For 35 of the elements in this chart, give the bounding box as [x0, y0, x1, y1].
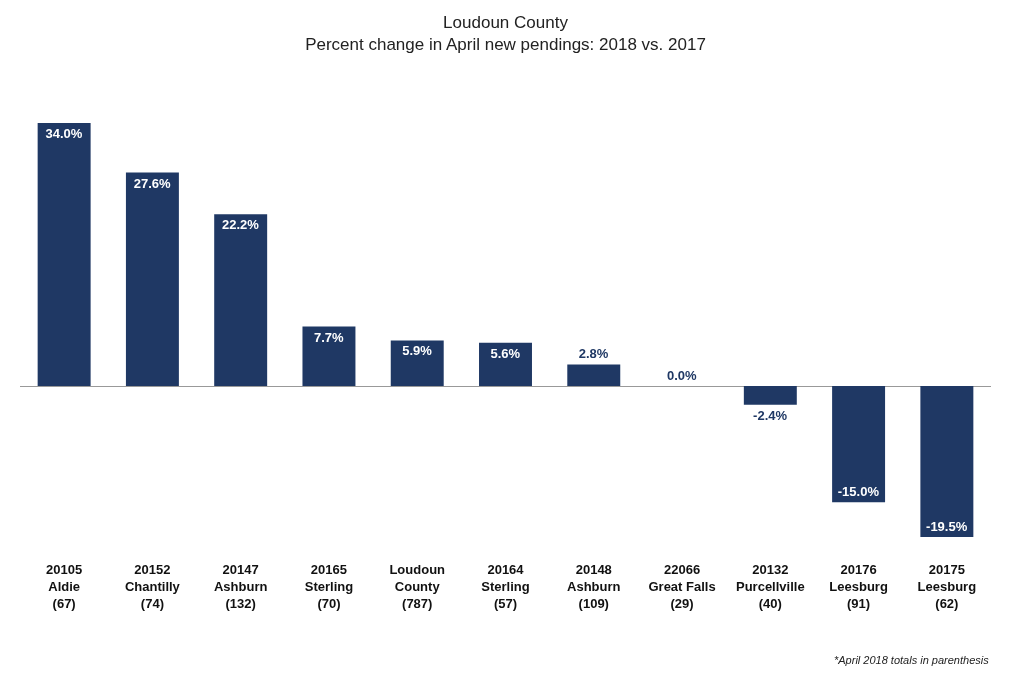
data-label: 7.7% [313, 329, 344, 345]
x-tick-label: 20152 Chantilly (74) [124, 562, 181, 611]
x-tick-label: 22066 Great Falls (29) [648, 562, 716, 611]
data-label: 2.8% [578, 346, 609, 362]
x-tick-label: 20132 Purcellville (40) [735, 562, 805, 611]
bar [479, 342, 532, 387]
x-tick-label: 20176 Leesburg (91) [829, 562, 888, 611]
bar [214, 214, 268, 387]
x-tick-label: 20165 Sterling (70) [304, 562, 354, 611]
x-tick-label: 20147 Ashburn (132) [213, 562, 268, 611]
text: *April 2018 totals in parenthesis [834, 654, 990, 666]
data-label: 5.6% [490, 345, 521, 361]
bar [125, 172, 179, 387]
data-label: -2.4% [753, 407, 788, 423]
x-tick-label: 20105 Aldie (67) [46, 562, 83, 611]
data-label: 34.0% [45, 126, 83, 141]
bar [832, 386, 886, 503]
bar [920, 386, 974, 537]
x-tick-label: 20148 Ashburn (109) [567, 562, 621, 611]
data-label: 0.0% [667, 368, 698, 384]
data-label: 27.6% [133, 175, 172, 191]
bar [302, 326, 356, 387]
chart-subtitle: Percent change in April new pendings: 2018 vs. 2017 [305, 35, 706, 55]
bar [390, 340, 444, 387]
bar [37, 123, 91, 387]
x-tick-label: Loudoun County (787) [389, 562, 446, 611]
x-tick-label: 20175 Leesburg (62) [917, 562, 977, 611]
data-label: -19.5% [926, 519, 968, 534]
bar [743, 386, 797, 405]
data-label: 5.9% [402, 343, 433, 359]
data-label: -15.0% [837, 484, 880, 500]
data-label: 22.2% [222, 217, 260, 233]
x-tick-label: 20164 Sterling (57) [481, 562, 530, 611]
chart-title: Loudoun County [443, 13, 569, 32]
bar [567, 364, 621, 387]
